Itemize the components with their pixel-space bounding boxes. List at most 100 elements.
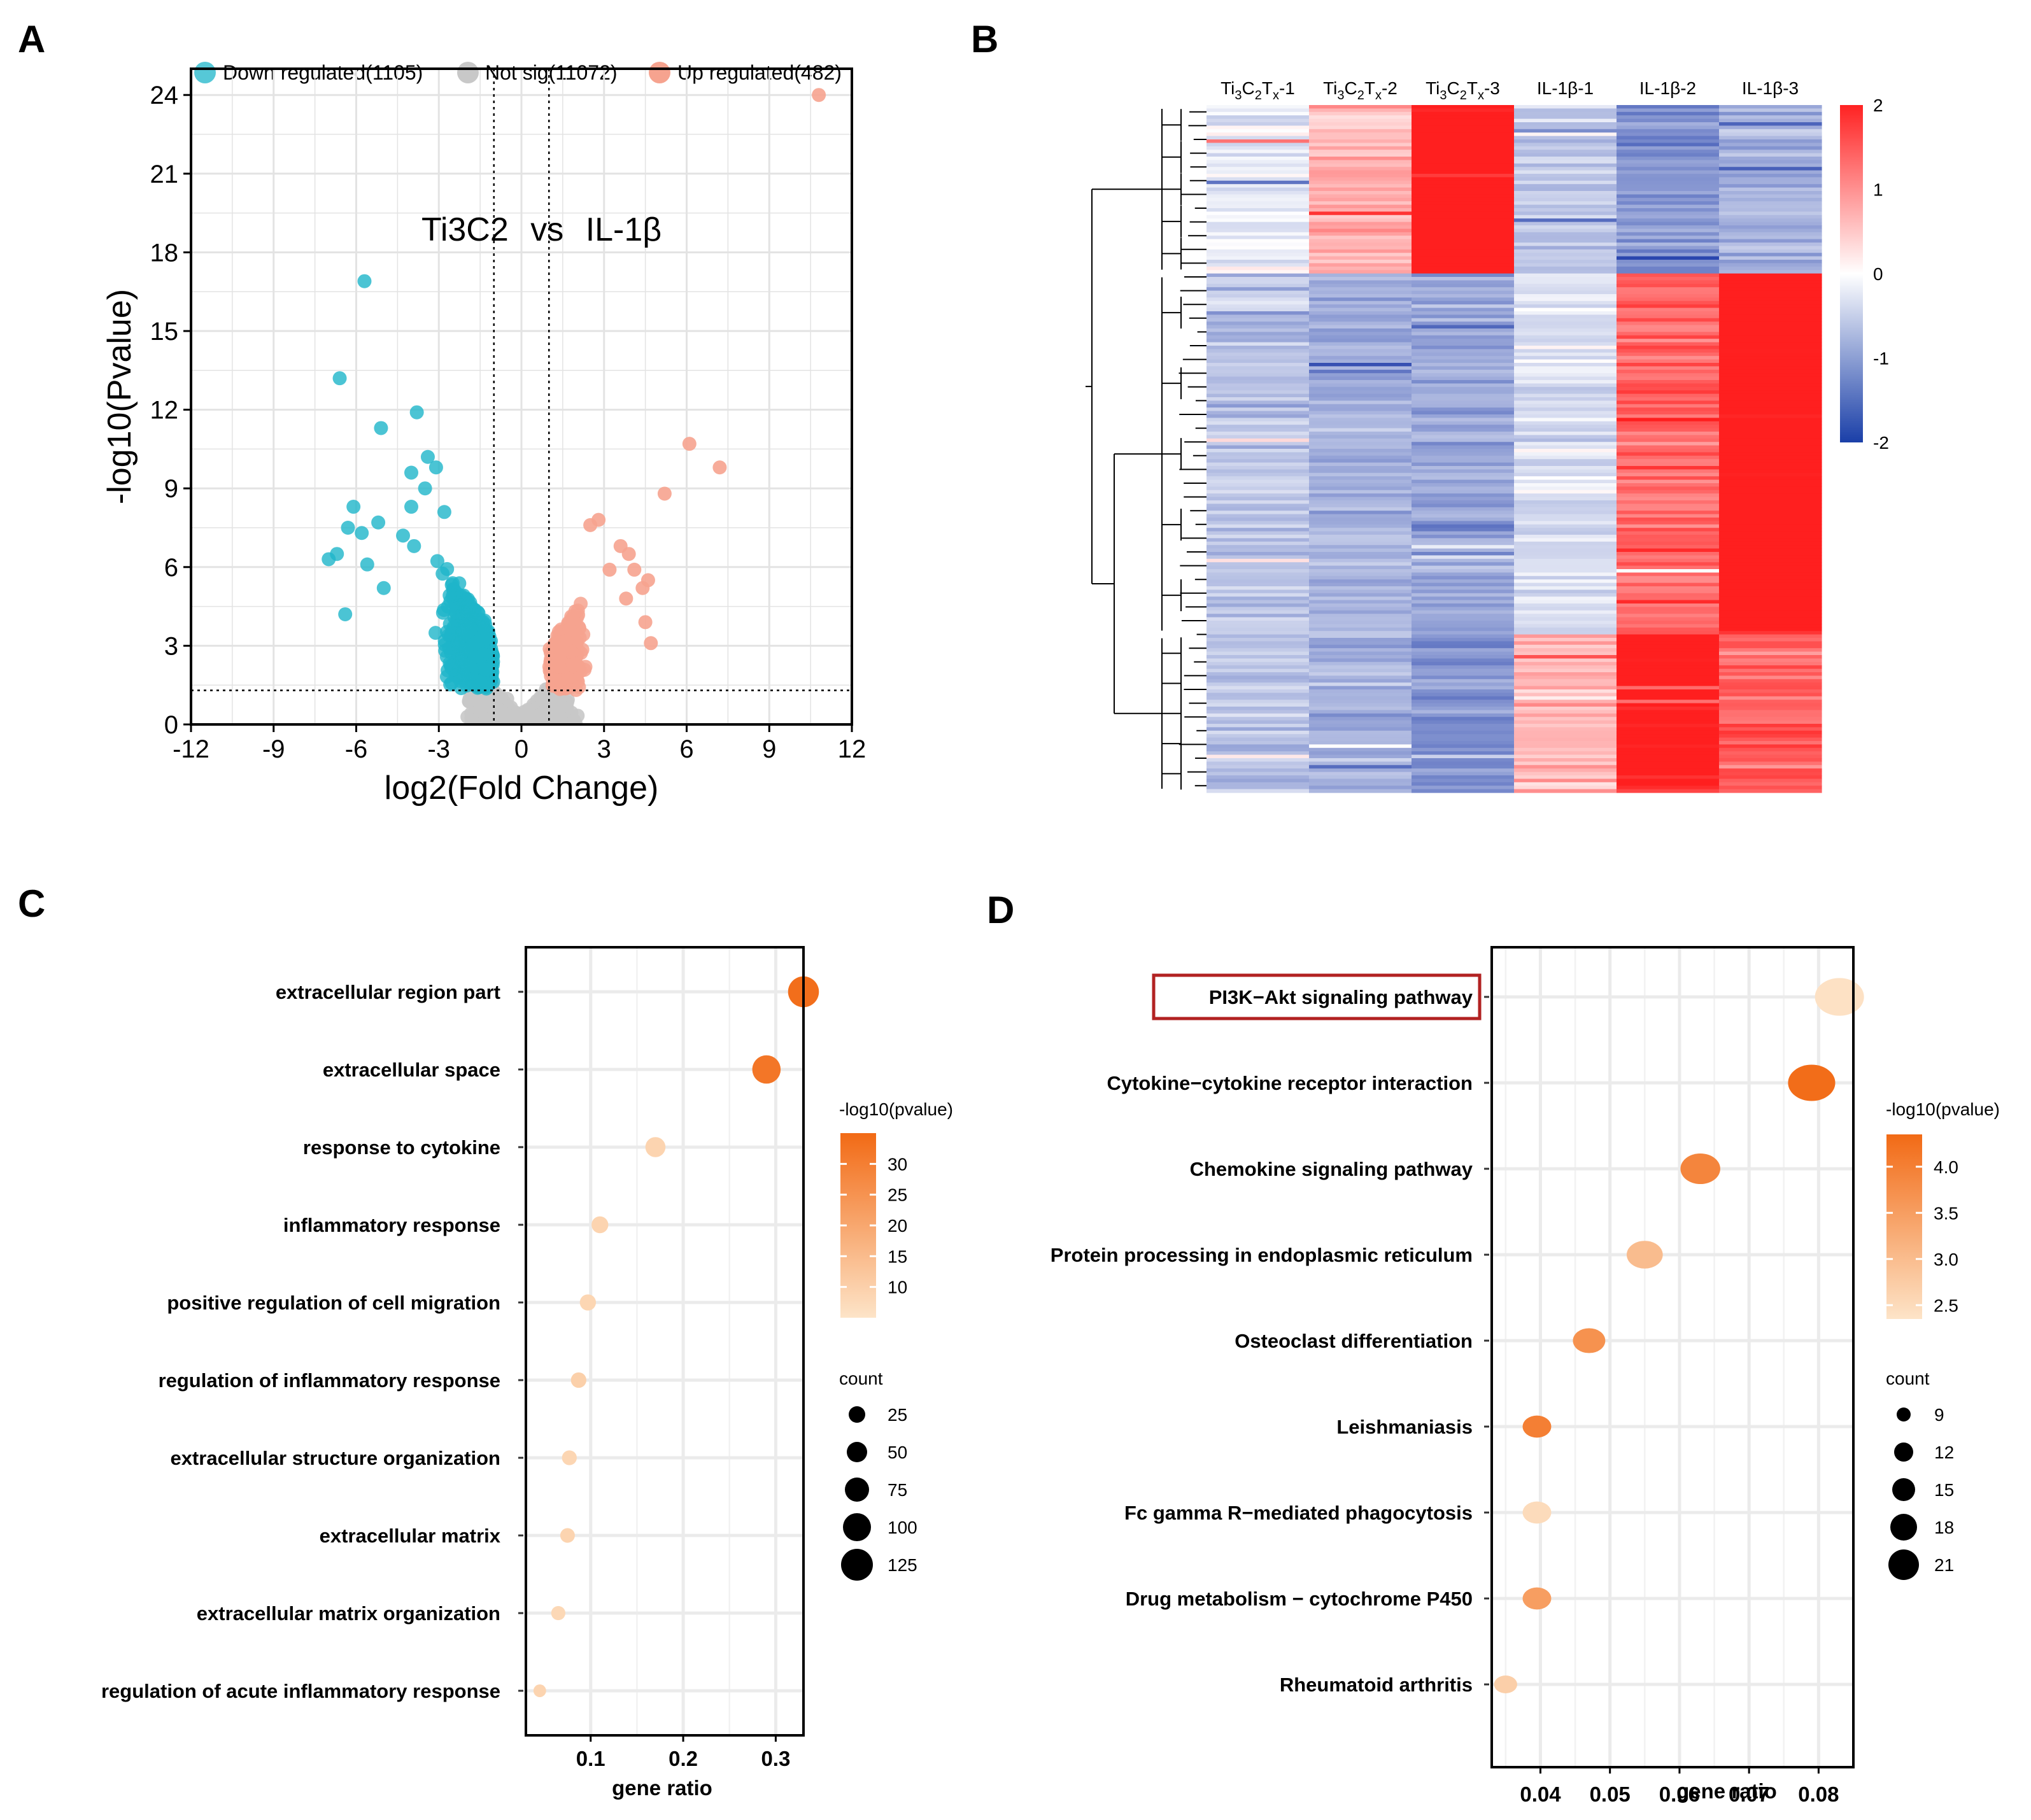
colorbar-tick-label: -2 [1873,433,1889,453]
size-legend-label: 9 [1934,1405,1944,1425]
x-tick-label: -6 [345,735,368,763]
heatmap-cell [1719,339,1822,343]
heatmap-cell [1514,575,1617,580]
heatmap-cell [1207,744,1310,749]
heatmap-cell [1617,160,1720,164]
heatmap-cell [1514,658,1617,663]
heatmap-cell [1412,627,1515,631]
heatmap-cell [1309,300,1412,305]
size-legend-label: 125 [888,1555,917,1575]
heatmap-cell [1719,772,1822,776]
heatmap-cell [1412,352,1515,356]
heatmap-cell [1514,300,1617,305]
x-tick-label: 12 [838,735,867,763]
heatmap-cell [1207,411,1310,415]
heatmap-cell [1514,624,1617,628]
term-label: extracellular matrix organization [197,1602,500,1625]
heatmap-cell [1309,497,1412,501]
heatmap-cell [1309,668,1412,673]
heatmap-cell [1309,132,1412,137]
heatmap-cell [1412,789,1515,793]
heatmap-cell [1514,445,1617,449]
heatmap-cell [1514,160,1617,164]
heatmap-cell [1719,311,1822,315]
heatmap-cell [1719,717,1822,721]
heatmap-cell [1309,531,1412,535]
heatmap-cell [1719,239,1822,243]
heatmap-cell [1207,713,1310,717]
heatmap-cell [1207,610,1310,614]
heatmap-cell [1617,521,1720,525]
legend-down-marker [194,62,216,83]
down-outlier-point [341,521,355,535]
heatmap-cell [1719,655,1822,659]
heatmap-cell [1412,105,1515,109]
heatmap-cell [1412,531,1515,535]
size-legend-dot [843,1513,871,1541]
heatmap-cell [1207,614,1310,618]
down-point [473,674,488,689]
heatmap-cell [1617,531,1720,535]
heatmap-cell [1617,717,1720,721]
heatmap-cell [1719,672,1822,676]
heatmap-cell [1719,270,1822,274]
heatmap-cell [1617,167,1720,171]
heatmap-cell [1412,648,1515,653]
heatmap-cell [1207,253,1310,257]
heatmap-cell [1412,442,1515,446]
heatmap-cell [1719,407,1822,412]
up-outlier-point [627,562,642,577]
dot-marker [1522,1501,1552,1524]
panel-letter-c: C [18,882,45,925]
heatmap-cell [1412,661,1515,666]
heatmap-cell [1719,318,1822,322]
heatmap-cell [1412,346,1515,349]
down-outlier-point [376,581,391,595]
heatmap-cell [1309,115,1412,120]
heatmap-cell [1719,462,1822,467]
heatmap-cell [1309,565,1412,570]
heatmap-cell [1309,459,1412,463]
heatmap-cell [1207,260,1310,264]
heatmap-cell [1719,146,1822,150]
heatmap-cell [1207,565,1310,570]
dot-marker [579,1294,597,1311]
go-colorbar-title: -log10(pvalue) [839,1099,953,1119]
heatmap-cell [1207,541,1310,546]
highlight-box [1152,973,1482,1020]
heatmap-cell [1412,603,1515,607]
heatmap-cell [1719,707,1822,710]
heatmap-cell [1514,696,1617,700]
up-outlier-point [682,437,697,451]
heatmap-cell [1514,707,1617,710]
heatmap-cell [1412,707,1515,710]
heatmap-cell [1719,569,1822,573]
heatmap-cell [1514,222,1617,226]
heatmap-cell [1514,593,1617,597]
heatmap-cell [1719,432,1822,435]
heatmap-cell [1617,483,1720,487]
heatmap-cell [1309,432,1412,435]
heatmap-cell [1514,737,1617,742]
heatmap-cell [1412,290,1515,295]
heatmap-cell [1617,765,1720,769]
heatmap-cell [1412,679,1515,683]
heatmap-cell [1719,177,1822,181]
heatmap-cell [1514,397,1617,401]
heatmap-cell [1412,548,1515,553]
heatmap-cell [1617,782,1720,786]
heatmap-cell [1412,332,1515,336]
heatmap-cell [1514,294,1617,298]
legend-notsig-marker [457,62,479,83]
heatmap-cell [1309,575,1412,580]
heatmap-cell [1617,555,1720,560]
heatmap-cell [1719,558,1822,563]
heatmap-cell [1514,552,1617,556]
heatmap-cell [1617,111,1720,116]
heatmap-cell [1207,136,1310,140]
heatmap-cell [1514,479,1617,484]
heatmap-cell [1207,435,1310,439]
heatmap-cell [1514,390,1617,395]
x-tick-label: 0.05 [1590,1782,1631,1806]
heatmap-cell [1309,700,1412,704]
